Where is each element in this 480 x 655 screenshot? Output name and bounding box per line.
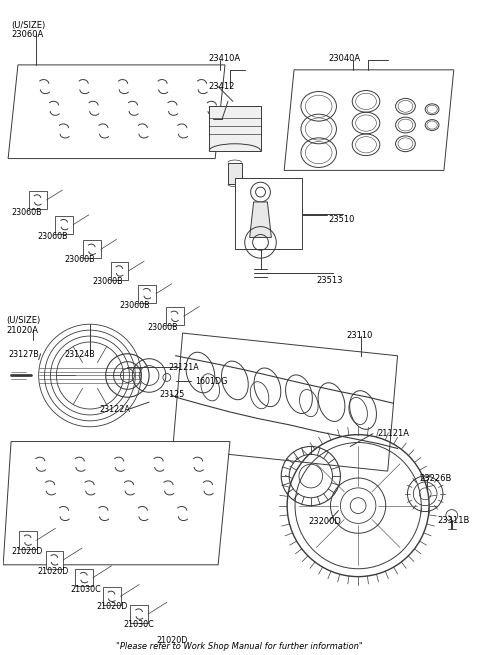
- Text: (U/SIZE): (U/SIZE): [11, 20, 45, 29]
- Bar: [29, 191, 47, 209]
- Text: 23040A: 23040A: [328, 54, 360, 63]
- Text: 21020D: 21020D: [38, 567, 69, 576]
- Text: 1601DG: 1601DG: [195, 377, 228, 386]
- Bar: [46, 551, 63, 569]
- Text: 23121A: 23121A: [169, 363, 200, 371]
- Text: 23060B: 23060B: [147, 323, 178, 332]
- Text: 23412: 23412: [208, 82, 235, 90]
- Text: 23124B: 23124B: [64, 350, 95, 359]
- Bar: [83, 240, 101, 258]
- Text: 23127B: 23127B: [8, 350, 39, 359]
- Text: 23226B: 23226B: [419, 474, 452, 483]
- Text: 23200D: 23200D: [309, 517, 342, 527]
- Bar: [75, 569, 93, 586]
- Bar: [55, 215, 73, 233]
- Text: 23122A: 23122A: [100, 405, 131, 414]
- Polygon shape: [3, 441, 230, 565]
- Text: 23060B: 23060B: [120, 301, 150, 310]
- Polygon shape: [8, 65, 225, 159]
- Text: 23060B: 23060B: [64, 255, 95, 264]
- Bar: [19, 531, 36, 549]
- Text: 23060A: 23060A: [11, 30, 43, 39]
- Bar: [103, 588, 120, 605]
- Bar: [111, 262, 128, 280]
- Text: 23410A: 23410A: [208, 54, 240, 63]
- Text: 23125: 23125: [159, 390, 184, 400]
- Text: 23110: 23110: [346, 331, 372, 340]
- Text: 23510: 23510: [328, 215, 355, 224]
- Bar: [131, 605, 148, 623]
- Bar: [166, 307, 184, 325]
- Text: 21121A: 21121A: [378, 429, 410, 438]
- Polygon shape: [284, 70, 454, 170]
- Text: "Please refer to Work Shop Manual for further information": "Please refer to Work Shop Manual for fu…: [117, 642, 363, 650]
- Text: 21030C: 21030C: [123, 620, 154, 629]
- Bar: [209, 106, 261, 151]
- Text: (U/SIZE): (U/SIZE): [6, 316, 40, 326]
- Bar: [138, 285, 156, 303]
- Text: 21030C: 21030C: [70, 584, 101, 593]
- Text: 21020D: 21020D: [156, 636, 187, 645]
- Text: 23311B: 23311B: [437, 515, 469, 525]
- Text: 21020D: 21020D: [97, 602, 128, 611]
- Text: 23060B: 23060B: [92, 277, 122, 286]
- Polygon shape: [250, 202, 271, 238]
- Text: 23060B: 23060B: [11, 208, 42, 217]
- Text: 23513: 23513: [317, 276, 343, 285]
- Text: 21020A: 21020A: [6, 326, 38, 335]
- Text: 21020D: 21020D: [11, 547, 42, 556]
- Text: 23060B: 23060B: [38, 231, 68, 240]
- Bar: [235, 178, 302, 250]
- Bar: [228, 162, 242, 184]
